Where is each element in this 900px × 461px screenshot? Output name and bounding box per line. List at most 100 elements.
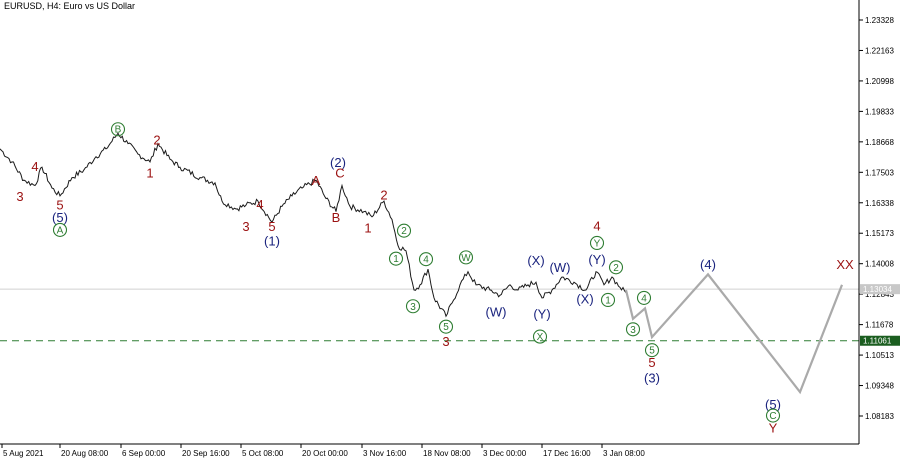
wave-label-text: (1) bbox=[264, 233, 280, 248]
wave-label-text: 4 bbox=[641, 293, 647, 304]
wave-label-text: 5 bbox=[648, 355, 655, 370]
x-tick-label: 3 Dec 00:00 bbox=[483, 449, 527, 458]
wave-label-text: A bbox=[312, 173, 321, 188]
wave-label: 4 bbox=[418, 252, 434, 267]
wave-label-text: 1 bbox=[605, 295, 611, 306]
wave-label: C bbox=[765, 408, 781, 423]
chart-title: EURUSD, H4: Euro vs US Dollar bbox=[4, 1, 135, 11]
wave-label: 4 bbox=[636, 290, 652, 305]
current-price-label: 1.13034 bbox=[863, 285, 892, 294]
wave-label-text: B bbox=[115, 125, 122, 136]
wave-label: 5 bbox=[648, 355, 655, 370]
wave-label: 2 bbox=[380, 188, 387, 203]
wave-label-text: 4 bbox=[423, 255, 429, 266]
price-series-line bbox=[0, 132, 627, 318]
wave-label-text: 5 bbox=[443, 322, 449, 333]
wave-label-text: 2 bbox=[613, 263, 619, 274]
wave-label: 2 bbox=[396, 223, 412, 238]
y-tick-label: 1.08183 bbox=[865, 412, 894, 421]
wave-label: 5 bbox=[438, 319, 454, 334]
wave-label: 1 bbox=[364, 220, 371, 235]
wave-label: 3 bbox=[405, 299, 421, 314]
wave-label-text: 4 bbox=[256, 197, 263, 212]
y-tick-label: 1.15173 bbox=[865, 229, 894, 238]
wave-label-text: 1 bbox=[146, 165, 153, 180]
wave-label: 3 bbox=[242, 219, 249, 234]
wave-label-circle bbox=[405, 299, 421, 314]
wave-label-text: 4 bbox=[31, 159, 38, 174]
wave-label: 4 bbox=[593, 218, 600, 233]
y-tick-label: 1.20998 bbox=[865, 77, 894, 86]
wave-label: XX bbox=[836, 257, 854, 272]
wave-label-circle bbox=[418, 252, 434, 267]
wave-label-circle bbox=[589, 235, 605, 251]
wave-label: 1 bbox=[388, 251, 404, 266]
wave-label-circle bbox=[52, 222, 68, 237]
y-tick-label: 1.12843 bbox=[865, 290, 894, 299]
wave-label: (X) bbox=[576, 291, 593, 306]
wave-label: (X) bbox=[527, 253, 544, 268]
wave-label-circle bbox=[388, 251, 404, 266]
wave-label: (5) bbox=[765, 397, 781, 412]
wave-label: Y bbox=[769, 420, 778, 435]
x-tick-label: 20 Sep 16:00 bbox=[182, 449, 230, 458]
wave-label-circle bbox=[458, 250, 474, 265]
wave-label-text: 3 bbox=[630, 325, 636, 336]
wave-label-text: 3 bbox=[410, 302, 416, 313]
y-tick-label: 1.14008 bbox=[865, 260, 894, 269]
wave-label-circle bbox=[644, 343, 660, 358]
wave-label: 3 bbox=[625, 322, 641, 337]
wave-label-text: (2) bbox=[330, 155, 346, 170]
y-tick-label: 1.19833 bbox=[865, 107, 894, 116]
wave-label-text: 3 bbox=[442, 334, 449, 349]
wave-label: 3 bbox=[442, 334, 449, 349]
wave-label-text: W bbox=[461, 253, 471, 264]
wave-label: (5) bbox=[52, 210, 68, 225]
x-tick-label: 5 Aug 2021 bbox=[3, 449, 44, 458]
wave-label-text: 1 bbox=[393, 254, 399, 265]
wave-label-text: B bbox=[332, 210, 341, 225]
wave-label: (3) bbox=[644, 371, 660, 386]
x-tick-label: 3 Nov 16:00 bbox=[363, 449, 407, 458]
wave-label-circle bbox=[532, 329, 548, 344]
x-tick-label: 18 Nov 08:00 bbox=[423, 449, 471, 458]
wave-label-circle bbox=[765, 408, 781, 423]
wave-label: (W) bbox=[486, 304, 507, 319]
wave-label-text: (W) bbox=[550, 260, 571, 275]
wave-label: A bbox=[52, 222, 68, 237]
wave-label: (4) bbox=[700, 257, 716, 272]
y-tick-label: 1.11678 bbox=[865, 321, 894, 330]
wave-label-text: (3) bbox=[644, 371, 660, 386]
wave-label: 2 bbox=[608, 260, 624, 275]
y-tick-label: 1.22163 bbox=[865, 46, 894, 55]
wave-label-text: 1 bbox=[364, 220, 371, 235]
wave-label-text: C bbox=[769, 411, 776, 422]
wave-label-text: 4 bbox=[593, 218, 600, 233]
wave-label-text: (Y) bbox=[588, 252, 605, 267]
wave-label: (1) bbox=[264, 233, 280, 248]
wave-label-circle bbox=[110, 122, 126, 137]
wave-label-text: 3 bbox=[16, 189, 23, 204]
x-tick-label: 20 Aug 08:00 bbox=[61, 449, 109, 458]
wave-label-text: Y bbox=[594, 238, 601, 249]
wave-label-circle bbox=[636, 290, 652, 305]
wave-label-text: 5 bbox=[268, 219, 275, 234]
wave-label: (Y) bbox=[533, 307, 550, 322]
wave-label-text: (X) bbox=[527, 253, 544, 268]
wave-label-text: Y bbox=[769, 420, 778, 435]
wave-label-text: (4) bbox=[700, 257, 716, 272]
wave-label-text: 2 bbox=[380, 188, 387, 203]
forecast-line bbox=[624, 272, 844, 395]
wave-label-text: 2 bbox=[153, 133, 160, 148]
wave-label-text: XX bbox=[836, 257, 854, 272]
wave-label-circle bbox=[608, 260, 624, 275]
x-tick-label: 6 Sep 00:00 bbox=[122, 449, 166, 458]
x-tick-label: 17 Dec 16:00 bbox=[543, 449, 591, 458]
y-tick-label: 1.09348 bbox=[865, 382, 894, 391]
wave-label: 1 bbox=[600, 292, 616, 308]
wave-label-text: (W) bbox=[486, 304, 507, 319]
wave-label-text: 3 bbox=[242, 219, 249, 234]
wave-label-text: (X) bbox=[576, 291, 593, 306]
